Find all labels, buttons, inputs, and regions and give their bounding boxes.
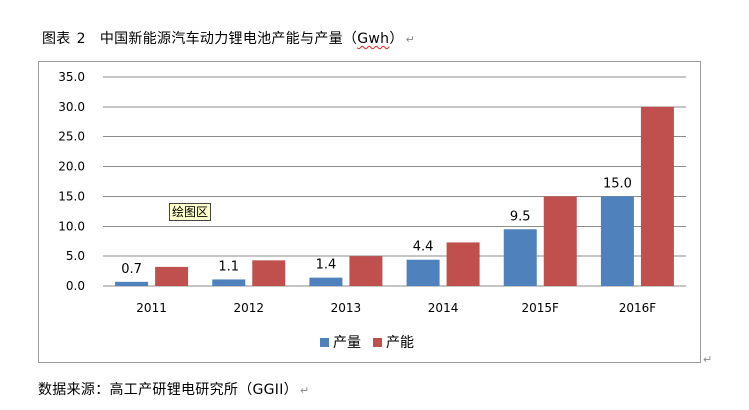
chart-legend: 产量 产能 [320,332,426,352]
y-tick-label: 10.0 [58,219,85,233]
bar-production [600,196,634,286]
x-tick-label: 2011 [136,301,167,315]
bar-production [212,279,246,286]
y-tick-label: 15.0 [58,189,85,203]
legend-item-production: 产量 [320,332,361,352]
bar-production [115,281,149,286]
caption-text: 中国新能源汽车动力锂电池产能与产量（ [99,31,358,47]
data-label: 4.4 [413,240,434,255]
data-label: 9.5 [510,209,531,224]
x-tick-label: 2012 [233,301,264,315]
bar-capacity [640,106,674,286]
x-tick-label: 2016F [619,301,657,315]
end-paragraph-mark-icon: ↵ [703,353,713,366]
bar-production [503,229,537,286]
bar-production [406,259,440,286]
caption-unit: Gwh [357,31,390,47]
y-tick-label: 20.0 [58,160,85,174]
bar-capacity [543,196,577,286]
data-source: 数据来源：高工产研锂电研究所（GGII） ↵ [38,379,310,399]
legend-swatch-capacity [373,337,382,347]
caption-number: 2 [76,31,86,47]
legend-swatch-production [320,337,329,347]
y-tick-label: 0.0 [66,279,85,293]
data-label: 15.0 [603,176,632,191]
bar-capacity [155,266,189,286]
chart-caption: 图表 2 中国新能源汽车动力锂电池产能与产量（Gwh） ↵ [42,28,415,48]
y-tick-label: 35.0 [58,70,85,84]
chart-frame[interactable]: 0.0 5.0 10.0 15.0 20.0 25.0 30.0 35.0 0.7 2011 1.1… [38,61,701,363]
caption-close: ） [389,31,404,47]
legend-label-capacity: 产能 [386,335,414,351]
x-tick-label: 2015F [522,301,560,315]
caption-prefix: 图表 [42,31,71,47]
y-tick-label: 30.0 [58,100,85,114]
data-label: 0.7 [121,262,142,277]
paragraph-mark-icon: ↵ [405,33,416,46]
bar-capacity [349,256,383,286]
y-tick-label: 5.0 [66,249,85,263]
bar-capacity [252,260,286,286]
source-text: 数据来源：高工产研锂电研究所（GGII） [38,382,298,398]
x-tick-label: 2014 [428,301,459,315]
y-tick-label: 25.0 [58,130,85,144]
legend-item-capacity: 产能 [373,332,414,352]
chart-plot: 0.0 5.0 10.0 15.0 20.0 25.0 30.0 35.0 0.7 2011 1.1… [58,70,686,315]
source-paragraph-mark-icon: ↵ [299,384,310,397]
legend-label-production: 产量 [333,335,361,351]
bar-capacity [446,242,480,286]
x-tick-label: 2013 [331,301,362,315]
bar-production [309,277,343,286]
data-label: 1.1 [218,259,239,274]
plot-area-label: 绘图区 [169,203,212,221]
data-label: 1.4 [316,258,337,273]
